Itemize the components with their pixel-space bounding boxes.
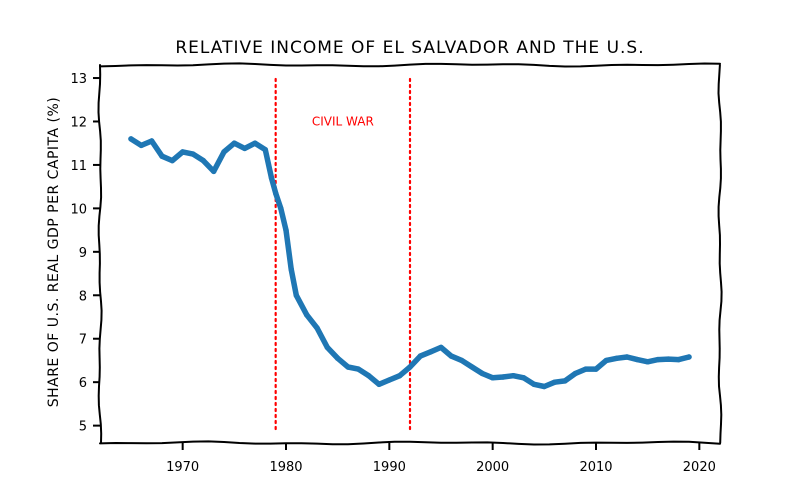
data-point <box>655 356 661 363</box>
data-point <box>510 373 516 379</box>
data-point <box>366 373 372 379</box>
data-point <box>273 190 279 196</box>
data-point <box>355 366 361 372</box>
data-point <box>676 356 682 363</box>
data-point <box>200 157 206 164</box>
data-point <box>314 325 320 331</box>
data-point <box>386 377 392 383</box>
data-point <box>138 142 144 149</box>
series-layer <box>128 136 692 390</box>
data-point <box>541 383 547 390</box>
data-point <box>221 149 227 155</box>
frame-top <box>99 62 721 68</box>
data-point <box>169 157 175 164</box>
data-point <box>459 357 465 364</box>
data-point <box>293 292 299 298</box>
data-point <box>583 366 589 372</box>
y-tick-label: 6 <box>79 376 87 391</box>
data-point <box>190 151 196 157</box>
y-tick-label: 11 <box>70 159 87 174</box>
data-point <box>180 149 186 155</box>
data-point <box>438 344 444 351</box>
data-point <box>624 354 630 360</box>
data-point <box>283 227 289 233</box>
data-point <box>614 355 620 361</box>
data-point <box>376 381 382 387</box>
data-point <box>149 138 155 144</box>
x-tick-label: 1970 <box>166 460 199 475</box>
x-tick-label: 1980 <box>269 460 302 475</box>
y-tick-label: 8 <box>79 289 87 304</box>
data-point <box>634 356 640 363</box>
frame-bottom <box>99 440 721 446</box>
data-point <box>686 354 692 360</box>
y-axis-label: SHARE OF U.S. REAL GDP PER CAPITA (%) <box>46 97 62 408</box>
data-point <box>345 364 351 370</box>
chart-title: RELATIVE INCOME OF EL SALVADOR AND THE U… <box>175 38 644 58</box>
y-tick-label: 10 <box>70 202 87 217</box>
x-tick-label: 2000 <box>476 460 509 475</box>
data-point <box>417 353 423 359</box>
x-axis-ticks: 1970 1980 1990 2000 2010 2020 <box>166 443 716 475</box>
y-tick-label: 9 <box>79 246 87 261</box>
data-point <box>407 364 413 370</box>
data-point <box>278 205 284 212</box>
data-point <box>304 312 310 318</box>
data-point <box>665 356 671 362</box>
annotation-layer: CIVIL WAR <box>274 77 412 431</box>
plot-frame <box>97 62 723 446</box>
data-point <box>231 140 237 146</box>
data-point <box>288 266 294 272</box>
frame-right <box>717 64 723 444</box>
y-tick-label: 13 <box>70 72 87 87</box>
x-tick-label: 2020 <box>683 460 716 475</box>
data-point <box>593 366 599 372</box>
data-point <box>159 153 165 159</box>
y-tick-label: 12 <box>70 115 87 130</box>
data-point <box>252 140 258 146</box>
y-tick-label: 5 <box>79 420 87 435</box>
data-point <box>211 168 217 175</box>
data-point <box>242 145 248 152</box>
data-point <box>572 370 578 377</box>
data-point <box>521 375 527 381</box>
data-point <box>645 359 651 365</box>
data-point <box>469 364 475 370</box>
data-point <box>500 374 506 380</box>
data-point <box>552 379 558 385</box>
data-point <box>335 355 341 361</box>
civil-war-label: CIVIL WAR <box>312 114 374 128</box>
frame-left <box>97 64 103 444</box>
y-axis-ticks: 5 6 7 8 9 10 11 12 13 <box>70 72 100 435</box>
data-point <box>562 378 568 384</box>
data-point <box>397 373 403 379</box>
data-point <box>128 136 134 142</box>
data-point <box>490 375 496 381</box>
x-tick-label: 1990 <box>373 460 406 475</box>
y-tick-label: 7 <box>79 333 87 348</box>
data-point <box>603 357 609 364</box>
data-point <box>448 353 454 359</box>
data-point <box>262 147 268 153</box>
data-point <box>428 349 434 355</box>
x-tick-label: 2010 <box>579 460 612 475</box>
data-point <box>479 370 485 377</box>
data-point <box>324 344 330 351</box>
data-point <box>268 175 275 181</box>
data-point <box>531 381 537 387</box>
series-line <box>128 136 692 390</box>
